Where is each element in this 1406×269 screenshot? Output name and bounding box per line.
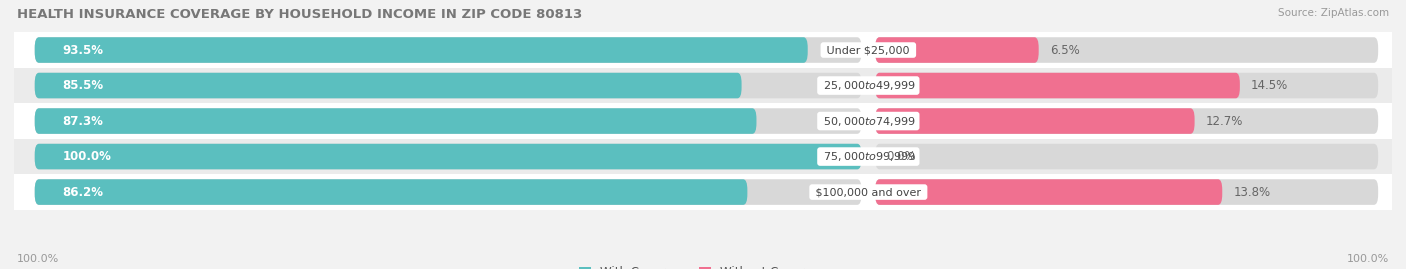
FancyBboxPatch shape — [14, 32, 1392, 68]
FancyBboxPatch shape — [35, 144, 862, 169]
Text: 85.5%: 85.5% — [62, 79, 104, 92]
FancyBboxPatch shape — [35, 179, 862, 205]
FancyBboxPatch shape — [35, 73, 862, 98]
FancyBboxPatch shape — [876, 179, 1222, 205]
FancyBboxPatch shape — [876, 73, 1240, 98]
Text: 100.0%: 100.0% — [1347, 254, 1389, 264]
Text: 87.3%: 87.3% — [62, 115, 103, 128]
Text: $50,000 to $74,999: $50,000 to $74,999 — [820, 115, 917, 128]
FancyBboxPatch shape — [35, 37, 807, 63]
Text: HEALTH INSURANCE COVERAGE BY HOUSEHOLD INCOME IN ZIP CODE 80813: HEALTH INSURANCE COVERAGE BY HOUSEHOLD I… — [17, 8, 582, 21]
Text: 86.2%: 86.2% — [62, 186, 103, 199]
Text: 100.0%: 100.0% — [62, 150, 111, 163]
FancyBboxPatch shape — [14, 139, 1392, 174]
Text: 13.8%: 13.8% — [1233, 186, 1271, 199]
FancyBboxPatch shape — [35, 108, 756, 134]
Text: 12.7%: 12.7% — [1205, 115, 1243, 128]
FancyBboxPatch shape — [876, 73, 1378, 98]
Text: 6.5%: 6.5% — [1050, 44, 1080, 56]
FancyBboxPatch shape — [14, 68, 1392, 103]
Text: $100,000 and over: $100,000 and over — [813, 187, 925, 197]
FancyBboxPatch shape — [35, 37, 862, 63]
Text: 93.5%: 93.5% — [62, 44, 103, 56]
Text: 100.0%: 100.0% — [17, 254, 59, 264]
FancyBboxPatch shape — [876, 108, 1195, 134]
FancyBboxPatch shape — [876, 144, 1378, 169]
Legend: With Coverage, Without Coverage: With Coverage, Without Coverage — [574, 261, 832, 269]
FancyBboxPatch shape — [35, 108, 862, 134]
Text: $25,000 to $49,999: $25,000 to $49,999 — [820, 79, 917, 92]
Text: 0.0%: 0.0% — [886, 150, 915, 163]
FancyBboxPatch shape — [35, 73, 741, 98]
FancyBboxPatch shape — [35, 179, 748, 205]
FancyBboxPatch shape — [14, 103, 1392, 139]
Text: 14.5%: 14.5% — [1251, 79, 1288, 92]
FancyBboxPatch shape — [876, 37, 1039, 63]
FancyBboxPatch shape — [876, 108, 1378, 134]
Text: $75,000 to $99,999: $75,000 to $99,999 — [820, 150, 917, 163]
FancyBboxPatch shape — [14, 174, 1392, 210]
Text: Source: ZipAtlas.com: Source: ZipAtlas.com — [1278, 8, 1389, 18]
FancyBboxPatch shape — [876, 37, 1378, 63]
FancyBboxPatch shape — [35, 144, 862, 169]
Text: Under $25,000: Under $25,000 — [824, 45, 914, 55]
FancyBboxPatch shape — [876, 179, 1378, 205]
